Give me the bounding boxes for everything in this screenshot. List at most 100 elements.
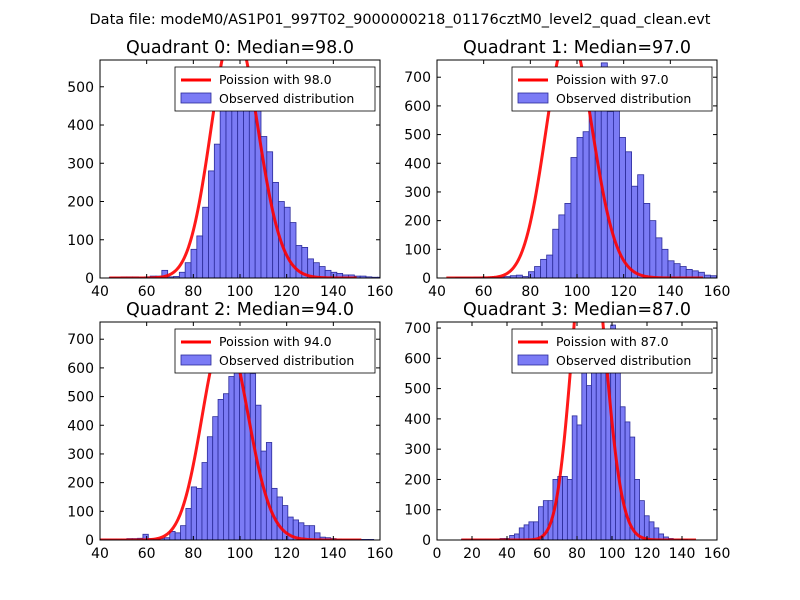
histogram-bar xyxy=(566,479,573,540)
histogram-bar xyxy=(552,228,560,278)
histogram-bar xyxy=(586,385,592,540)
y-tick-label: 300 xyxy=(404,442,431,458)
histogram-bar xyxy=(570,157,578,278)
histogram-bar xyxy=(206,436,214,540)
legend-label-poisson: Poission with 87.0 xyxy=(556,334,669,349)
histogram-bar xyxy=(184,262,192,278)
y-tick-label: 100 xyxy=(404,242,431,258)
histogram-bar xyxy=(594,102,602,278)
y-tick-label: 200 xyxy=(67,195,94,211)
histogram-bar xyxy=(213,143,221,278)
x-tick-label: 40 xyxy=(91,284,109,300)
histogram-bar xyxy=(649,220,657,278)
histogram-bar xyxy=(576,424,583,540)
y-tick-label: 600 xyxy=(67,361,94,377)
legend-box xyxy=(174,66,376,112)
x-tick-label: 100 xyxy=(227,284,254,300)
y-tick-label: 0 xyxy=(85,271,94,287)
histogram-bar xyxy=(217,399,224,540)
histogram-bar xyxy=(558,214,566,278)
histogram-bar xyxy=(528,521,535,540)
legend-box xyxy=(174,328,376,374)
histogram-bar xyxy=(178,271,186,278)
histogram-bar xyxy=(661,248,669,278)
y-tick-label: 0 xyxy=(422,271,431,287)
x-tick-label: 160 xyxy=(704,284,731,300)
quadrant-2-panel: 40 60 80 100 120 140 160 0 100 200 300 400 500 600 700… xyxy=(67,300,393,562)
y-tick-label: 400 xyxy=(404,156,431,172)
y-tick-label: 500 xyxy=(67,80,94,96)
legend-label-poisson: Poission with 94.0 xyxy=(219,334,332,349)
histogram-bar xyxy=(212,416,219,540)
y-tick-label: 0 xyxy=(85,533,94,549)
panel-title: Quadrant 0: Median=98.0 xyxy=(126,38,354,58)
y-tick-label: 100 xyxy=(67,233,94,249)
y-tick-label: 300 xyxy=(404,185,431,201)
histogram-bar xyxy=(576,137,584,278)
x-tick-label: 60 xyxy=(533,546,551,562)
legend-label-observed: Observed distribution xyxy=(219,91,354,106)
legend: Poission with 94.0 Observed distribution xyxy=(174,328,376,374)
x-tick-label: 120 xyxy=(634,546,661,562)
y-tick-label: 700 xyxy=(404,70,431,86)
quadrant-1-panel: 40 60 80 100 120 140 160 0 100 200 300 400 500 600 700… xyxy=(404,38,741,300)
y-tick-label: 300 xyxy=(67,156,94,172)
y-tick-label: 700 xyxy=(67,332,94,348)
histogram-bar xyxy=(643,203,651,278)
x-tick-label: 140 xyxy=(657,284,684,300)
x-tick-label: 120 xyxy=(610,284,637,300)
legend-label-observed: Observed distribution xyxy=(219,353,354,368)
histogram-bar xyxy=(196,487,203,540)
legend-label-observed: Observed distribution xyxy=(556,353,691,368)
quadrant-3-panel: 0 20 40 60 80 100 120 140 160 0 100 200 300 400 500 600… xyxy=(404,300,731,562)
x-tick-label: 80 xyxy=(568,546,586,562)
x-tick-label: 100 xyxy=(599,546,626,562)
histogram-bar xyxy=(384,277,390,278)
legend-bar-swatch xyxy=(517,92,549,104)
histogram-bar xyxy=(735,277,741,278)
x-tick-label: 120 xyxy=(273,284,300,300)
x-tick-label: 0 xyxy=(433,546,442,562)
x-tick-label: 20 xyxy=(463,546,481,562)
y-tick-label: 100 xyxy=(404,503,431,519)
histogram-bar xyxy=(564,203,572,278)
x-tick-label: 160 xyxy=(704,546,731,562)
histogram-bar xyxy=(208,170,215,278)
histogram-bar xyxy=(201,462,208,540)
y-tick-label: 700 xyxy=(404,321,431,337)
x-tick-label: 140 xyxy=(320,284,347,300)
histogram-bar xyxy=(219,109,227,278)
y-tick-label: 400 xyxy=(404,412,431,428)
histogram-bar xyxy=(283,206,291,278)
x-tick-label: 100 xyxy=(227,546,254,562)
histogram-bar xyxy=(679,266,687,278)
legend: Poission with 97.0 Observed distribution xyxy=(511,66,713,112)
x-tick-label: 140 xyxy=(669,546,696,562)
legend-bar-swatch xyxy=(517,354,549,366)
x-tick-label: 80 xyxy=(521,284,539,300)
x-tick-label: 40 xyxy=(91,546,109,562)
histogram-bar xyxy=(673,263,681,278)
histogram-bar xyxy=(591,345,597,540)
histogram-bar xyxy=(648,521,655,540)
histogram-bar xyxy=(540,258,548,278)
histogram-bar xyxy=(619,406,626,540)
histogram-bar xyxy=(595,363,602,540)
x-tick-label: 120 xyxy=(273,546,300,562)
histogram-bar xyxy=(244,361,251,540)
histogram-bar xyxy=(637,174,645,278)
histogram-bar xyxy=(190,486,198,540)
histogram-bar xyxy=(276,496,283,540)
y-tick-label: 600 xyxy=(404,99,431,115)
histogram-bar xyxy=(233,347,240,540)
x-tick-label: 40 xyxy=(498,546,516,562)
histogram-bar xyxy=(606,111,614,278)
histogram-bars xyxy=(100,347,375,540)
histogram-bar xyxy=(308,525,316,540)
histogram-bar xyxy=(265,442,273,540)
histogram-bar xyxy=(667,260,675,278)
histogram-bar xyxy=(625,151,632,278)
y-tick-label: 0 xyxy=(422,533,431,549)
histogram-bar xyxy=(223,393,230,540)
